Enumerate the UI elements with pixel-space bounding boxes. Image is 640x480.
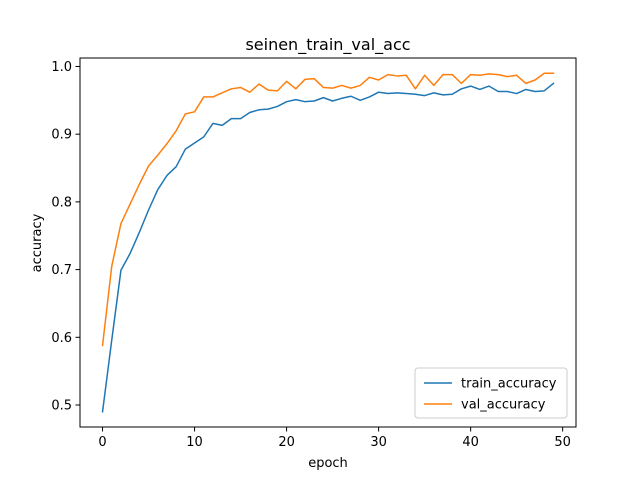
x-tick-label: 40 (462, 435, 479, 450)
series-line-train-accuracy (101, 82, 555, 413)
y-tick-label: 0.6 (51, 331, 72, 346)
x-tick-label: 20 (278, 435, 295, 450)
y-tick-label: 0.5 (51, 398, 72, 413)
series-line-val-accuracy (101, 72, 555, 347)
y-axis-title: accuracy (30, 213, 45, 272)
y-tick-label: 0.9 (51, 128, 72, 143)
x-tick-label: 10 (186, 435, 203, 450)
plot-area: 0 10 20 30 40 50 0.5 0.6 0.7 0.8 0.9 1.0 (51, 57, 577, 450)
legend: train_accuracy val_accuracy (414, 367, 568, 419)
y-tick-label: 0.8 (51, 195, 72, 210)
chart-title: seinen_train_val_acc (245, 35, 410, 55)
legend-label-train-accuracy: train_accuracy (461, 377, 557, 392)
x-tick-label: 30 (370, 435, 387, 450)
x-tick-label: 50 (554, 435, 571, 450)
x-axis-title: epoch (308, 456, 348, 471)
y-tick-label: 0.7 (51, 263, 72, 278)
y-tick-label: 1.0 (51, 60, 72, 75)
legend-label-val-accuracy: val_accuracy (461, 398, 546, 413)
legend-box (414, 367, 568, 419)
x-tick-label: 0 (98, 435, 106, 450)
axes-frame (79, 57, 577, 428)
